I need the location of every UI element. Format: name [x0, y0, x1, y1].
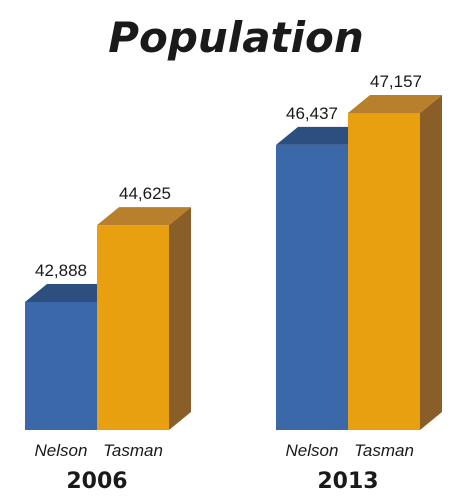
bar-top-tasman-2013 [348, 95, 442, 113]
category-label-nelson-2013: Nelson [286, 441, 339, 460]
value-label-tasman-2006: 44,625 [119, 184, 171, 203]
group-label-2006: 2006 [66, 469, 127, 494]
bar-nelson-2013 [276, 144, 348, 430]
labels: 42,888 Nelson 44,625 Tasman 2006 46,437 Nelson… [35, 72, 422, 494]
category-label-tasman-2006: Tasman [103, 441, 163, 460]
value-label-nelson-2013: 46,437 [286, 104, 338, 123]
value-label-nelson-2006: 42,888 [35, 261, 87, 280]
bar-tasman-2013 [348, 113, 420, 430]
bar-tasman-2006 [97, 225, 169, 430]
value-label-tasman-2013: 47,157 [370, 72, 422, 91]
bar-side-tasman-2006 [169, 207, 191, 430]
bar-side-tasman-2013 [420, 95, 442, 430]
bar-top-tasman-2006 [97, 207, 191, 226]
chart-title: Population [108, 13, 364, 62]
bars [25, 95, 442, 430]
bar-top-nelson-2013 [276, 126, 370, 145]
group-label-2013: 2013 [317, 469, 378, 494]
bar-top-nelson-2006 [25, 284, 119, 302]
bar-nelson-2006 [25, 302, 97, 430]
category-label-tasman-2013: Tasman [354, 441, 414, 460]
category-label-nelson-2006: Nelson [35, 441, 88, 460]
